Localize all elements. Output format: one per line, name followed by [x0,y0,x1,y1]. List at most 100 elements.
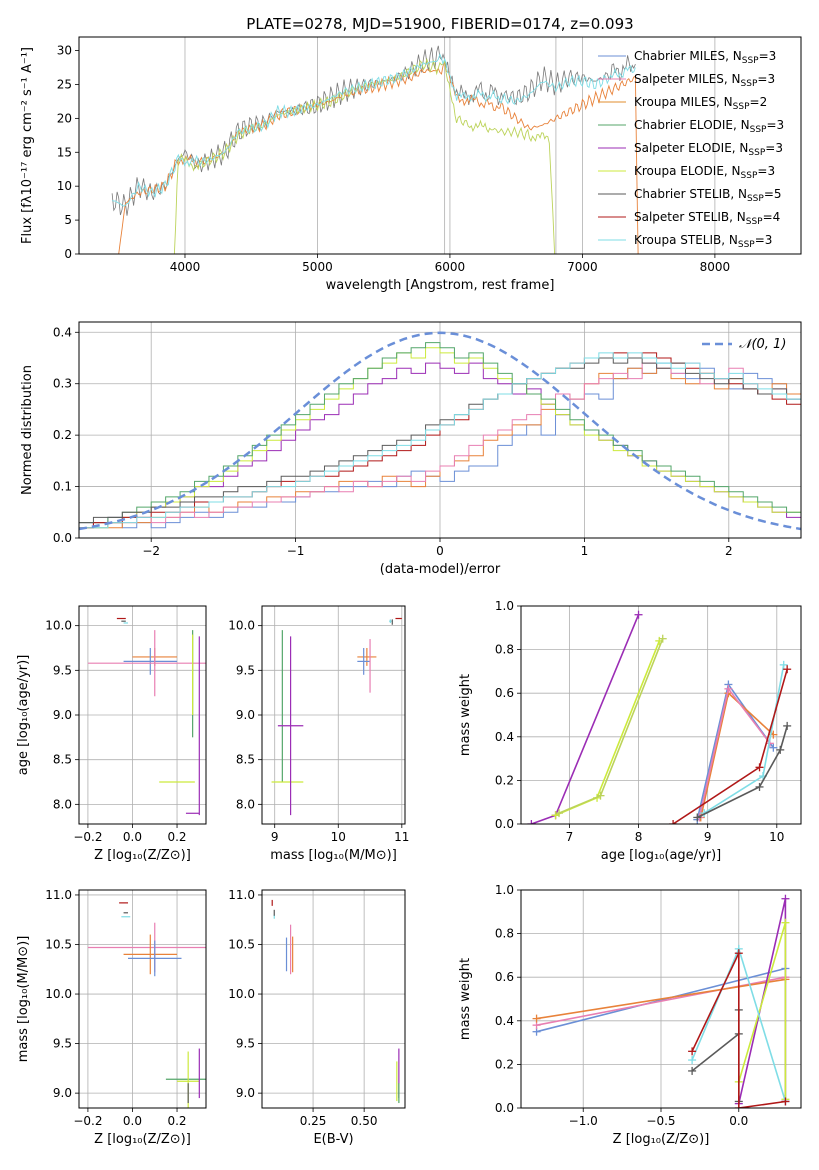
x-tick-label: 0.25 [300,1114,327,1128]
x-tick-label: 7000 [567,260,598,274]
y-axis-label: Normed distribution [20,365,35,495]
y-axis-label: age [log₁₀(age/yr)] [16,655,31,776]
histogram-step [79,352,801,538]
spectrum-legend: Chabrier MILES, NSSP=3 Salpeter MILES, NS… [598,49,784,250]
errorbar-point [277,636,304,816]
legend-entry: Salpeter MILES, NSSP=3 [598,72,775,89]
y-tick-label: 0.0 [53,531,72,545]
x-axis-label: Z [log₁₀(Z/Z⊙)] [94,1132,191,1147]
x-tick-label: 0.0 [123,830,142,844]
errorbar-point [357,647,371,675]
gaussian-curve [79,331,801,531]
y-tick-label: 0.4 [53,325,72,339]
histogram-step [79,342,801,538]
mass-weight-vs-age-panel: 7 8 9 10 0.0 0.2 0.4 0.6 0.8 1.0 age [log₁₀(age/yr… [458,599,802,863]
legend-entry: Kroupa ELODIE, NSSP=3 [598,164,775,181]
y-tick-label: 10.0 [228,987,255,1001]
axes-frame [78,321,802,539]
x-tick-label: −1 [287,544,305,558]
y-tick-label: 1.0 [495,883,514,897]
y-tick-label: 0 [64,247,72,261]
errorbars [271,617,402,816]
weight-series-line [536,978,786,1020]
x-tick-label: 0.0 [729,1114,748,1128]
y-tick-label: 20 [57,111,72,125]
legend-label: Kroupa ELODIE, NSSP=3 [634,164,775,181]
y-tick-label: 25 [57,77,72,91]
legend-entry: Chabrier MILES, NSSP=3 [598,49,776,66]
spectrum-panel: 4000 5000 6000 7000 8000 0 5 10 15 20 25 30 waveleng… [20,36,802,293]
x-axis-label: wavelength [Angstrom, rest frame] [326,278,555,293]
weight-lines [532,894,790,1108]
legend-label: 𝒩(0, 1) [739,337,786,352]
y-tick-label: 10.5 [228,938,255,952]
y-tick-label: 0.0 [495,1101,514,1115]
legend-entry: Kroupa STELIB, NSSP=3 [598,233,772,250]
y-tick-label: 9.5 [53,663,72,677]
x-tick-label: −1.0 [569,1114,598,1128]
legend-entry: Kroupa MILES, NSSP=2 [598,95,767,112]
axes-frame [78,605,207,825]
legend-label: Chabrier MILES, NSSP=3 [634,49,776,66]
y-tick-label: 0.6 [495,686,514,700]
y-tick-label: 10 [57,179,72,193]
mass-vs-metallicity-panel: −0.2 0.0 0.2 9.0 9.5 10.0 10.5 11.0 Z [log₁₀(Z/Z… [16,888,207,1147]
y-tick-label: 9.0 [53,708,72,722]
x-axis-label: age [log₁₀(age/yr)] [601,848,722,863]
y-tick-label: 8.5 [236,753,255,767]
y-axis-label: mass [log₁₀(M/M⊙)] [16,936,31,1063]
errorbar-point [357,647,377,666]
x-tick-label: 7 [566,830,574,844]
mass-vs-ebv-panel: 0.25 0.50 9.0 9.5 10.0 10.5 11.0 E(B-V) [228,888,406,1147]
y-tick-label: 15 [57,145,72,159]
legend-label: Salpeter MILES, NSSP=3 [634,72,775,89]
y-tick-label: 5 [64,213,72,227]
y-tick-label: 9.0 [236,1086,255,1100]
legend-entry: Salpeter ELODIE, NSSP=3 [598,141,783,158]
x-tick-label: 10 [769,830,784,844]
residuals-panel: −2 −1 0 1 2 0.0 0.1 0.2 0.3 0.4 (data-model)/error… [20,321,802,577]
x-tick-label: 0 [436,544,444,558]
y-tick-label: 0.3 [53,377,72,391]
x-tick-label: 9 [271,830,279,844]
y-axis-label: mass weight [458,958,473,1040]
x-tick-label: 2 [725,544,733,558]
x-tick-label: −0.5 [646,1114,675,1128]
axes-frame [520,889,802,1109]
x-tick-label: 8000 [700,260,731,274]
legend-label: Salpeter STELIB, NSSP=4 [634,210,780,227]
axes-frame [261,605,406,825]
x-tick-label: −0.2 [73,1114,102,1128]
x-tick-label: 0.50 [351,1114,378,1128]
y-tick-label: 0.2 [495,1057,514,1071]
axes-frame [78,889,207,1109]
legend-entry: Chabrier STELIB, NSSP=5 [598,187,782,204]
y-tick-label: 0.8 [495,927,514,941]
legend-entry: Salpeter STELIB, NSSP=4 [598,210,780,227]
errorbars [271,899,400,1104]
legend-entry: Chabrier ELODIE, NSSP=3 [598,118,784,135]
axes-frame [78,36,802,255]
x-tick-label: 1 [581,544,589,558]
x-axis-label: Z [log₁₀(Z/Z⊙)] [94,848,191,863]
y-tick-label: 0.1 [53,480,72,494]
y-tick-label: 10.0 [45,619,72,633]
x-axis-label: mass [log₁₀(M/M⊙)] [270,848,397,863]
y-tick-label: 9.5 [236,663,255,677]
x-axis-label: (data-model)/error [380,562,501,577]
y-tick-label: 8.5 [53,753,72,767]
errorbars [87,617,206,816]
y-tick-label: 9.0 [236,708,255,722]
errorbar-point [123,647,178,675]
x-axis-label: E(B-V) [313,1132,353,1147]
y-tick-label: 1.0 [495,599,514,613]
x-tick-label: 6000 [435,260,466,274]
mass-weight-vs-metallicity-panel: −1.0 −0.5 0.0 0.0 0.2 0.4 0.6 0.8 1.0 Z [log₁₀(Z/… [458,883,802,1147]
y-axis-label: mass weight [458,674,473,756]
y-tick-label: 0.6 [495,970,514,984]
weight-series-line [691,952,786,1108]
y-tick-label: 30 [57,44,72,58]
spectrum-series-line [173,57,556,254]
